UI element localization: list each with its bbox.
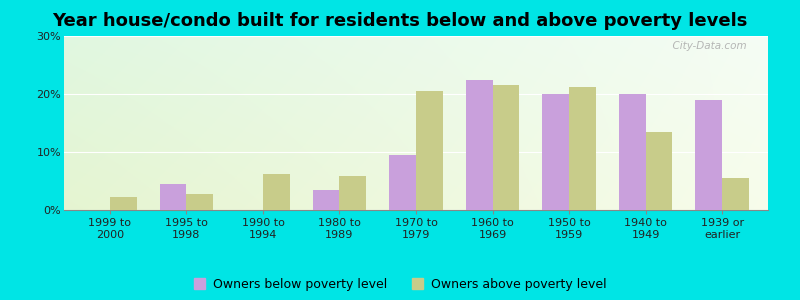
Bar <box>493 85 519 210</box>
Bar <box>160 184 186 210</box>
Bar <box>263 174 290 210</box>
Bar <box>416 91 442 210</box>
Bar <box>542 94 569 210</box>
Text: City-Data.com: City-Data.com <box>666 41 747 51</box>
Bar <box>110 197 137 210</box>
Bar <box>339 176 366 210</box>
Legend: Owners below poverty level, Owners above poverty level: Owners below poverty level, Owners above… <box>194 278 606 291</box>
Bar <box>313 190 339 210</box>
Bar <box>186 194 214 210</box>
Bar <box>569 87 596 210</box>
Bar <box>618 94 646 210</box>
Bar <box>695 100 722 210</box>
Bar <box>722 178 749 210</box>
Bar <box>646 132 672 210</box>
Bar <box>390 155 416 210</box>
Text: Year house/condo built for residents below and above poverty levels: Year house/condo built for residents bel… <box>52 12 748 30</box>
Bar <box>466 80 493 210</box>
